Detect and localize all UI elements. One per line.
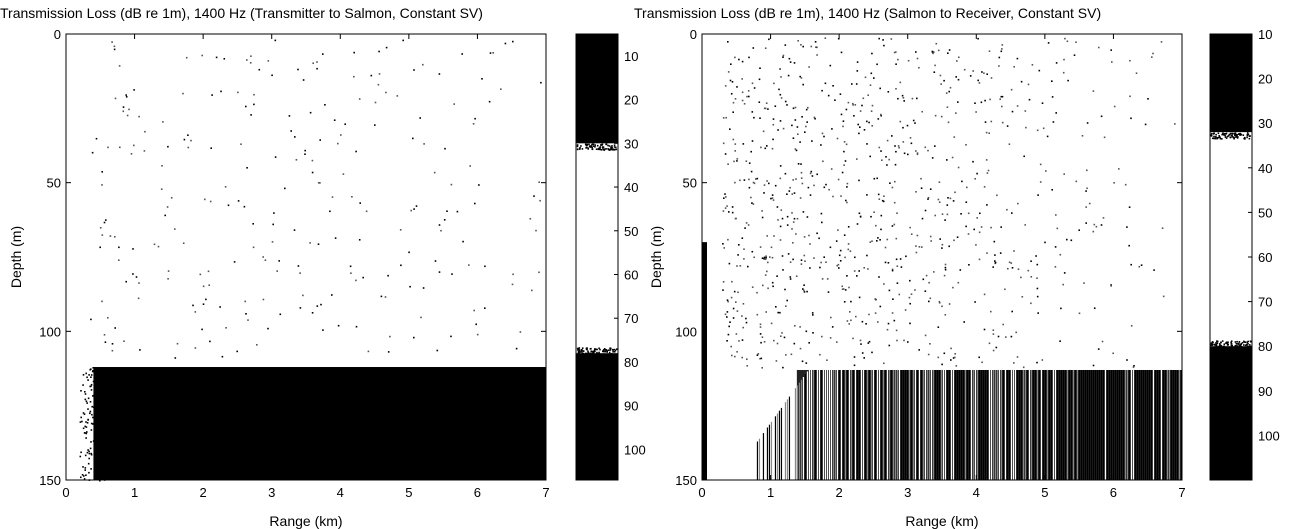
x-tick-label: 1 (767, 485, 774, 500)
right-panel: Transmission Loss (dB re 1m), 1400 Hz (S… (634, 5, 1280, 529)
y-tick-label: 50 (47, 176, 61, 191)
colorbar-tick-label: 80 (1258, 339, 1272, 354)
colorbar-tick-label: 70 (1258, 295, 1272, 310)
colorbar-frame (575, 33, 619, 481)
x-tick-label: 3 (904, 485, 911, 500)
colorbar-tick-label: 40 (1258, 161, 1272, 176)
water-region (702, 34, 1182, 370)
colorbar-tick-label: 90 (1258, 384, 1272, 399)
colorbar-dark-bottom (1210, 346, 1252, 480)
colorbar-tick-label: 80 (624, 355, 638, 370)
colorbar-tick-label: 20 (624, 93, 638, 108)
colorbar-tick-label: 20 (1258, 72, 1272, 87)
water-speckle (90, 39, 542, 359)
colorbar-tick-label: 100 (624, 442, 646, 457)
bottom-layer (702, 242, 1183, 480)
colorbar-tick-label: 60 (624, 267, 638, 282)
x-tick-label: 4 (337, 485, 344, 500)
y-tick-label: 100 (39, 324, 61, 339)
colorbar-tick-label: 10 (1258, 27, 1272, 42)
colorbar-tick-label: 70 (624, 311, 638, 326)
colorbar-tick-label: 50 (624, 224, 638, 239)
bottom-layer (79, 367, 546, 482)
left-chart-title: Transmission Loss (dB re 1m), 1400 Hz (T… (0, 5, 483, 21)
x-tick-label: 5 (405, 485, 412, 500)
colorbar-tick-label: 100 (1258, 428, 1280, 443)
colorbar-tick-label: 90 (624, 399, 638, 414)
y-tick-label: 100 (675, 324, 697, 339)
x-tick-label: 7 (542, 485, 549, 500)
x-tick-label: 1 (131, 485, 138, 500)
colorbar-tick-label: 50 (1258, 205, 1272, 220)
right-y-axis-label: Depth (m) (648, 226, 664, 288)
x-tick-label: 3 (268, 485, 275, 500)
plot-frame (65, 33, 547, 481)
right-chart-title: Transmission Loss (dB re 1m), 1400 Hz (S… (634, 5, 1101, 21)
x-tick-label: 7 (1178, 485, 1185, 500)
colorbar-tick-label: 30 (1258, 116, 1272, 131)
left-colorbar: 10 20 30 40 50 60 70 80 90 100 (575, 33, 646, 481)
y-tick-label: 0 (54, 27, 61, 42)
y-tick-label: 150 (39, 473, 61, 488)
x-tick-label: 6 (474, 485, 481, 500)
right-colorbar: 10 20 30 40 50 60 70 80 90 100 (1209, 27, 1280, 481)
left-y-axis-label: Depth (m) (8, 226, 24, 288)
x-tick-label: 2 (836, 485, 843, 500)
colorbar-tick-label: 10 (624, 49, 638, 64)
colorbar-tick-label: 40 (624, 180, 638, 195)
colorbar-dark-top (1210, 34, 1252, 133)
x-tick-label: 2 (200, 485, 207, 500)
x-tick-label: 0 (698, 485, 705, 500)
water-region (66, 34, 546, 368)
x-tick-label: 4 (973, 485, 980, 500)
colorbar-tick-label: 60 (1258, 250, 1272, 265)
y-tick-label: 0 (690, 27, 697, 42)
y-tick-label: 150 (675, 473, 697, 488)
colorbar-tick-label: 30 (624, 136, 638, 151)
colorbar-dark-top (576, 34, 618, 144)
left-x-axis-label: Range (km) (269, 513, 342, 529)
x-tick-label: 6 (1110, 485, 1117, 500)
plot-frame (701, 33, 1183, 481)
colorbar-dark-bottom (576, 353, 618, 480)
x-tick-label: 0 (62, 485, 69, 500)
water-speckle (722, 37, 1176, 369)
left-panel: Transmission Loss (dB re 1m), 1400 Hz (T… (0, 5, 646, 529)
right-plot-area: 0 1 2 3 4 5 6 7 0 50 100 150 (675, 27, 1185, 500)
y-tick-label: 50 (683, 176, 697, 191)
right-x-axis-label: Range (km) (905, 513, 978, 529)
left-plot-area: 0 1 2 3 4 5 6 7 0 50 100 150 (39, 27, 549, 500)
x-tick-label: 5 (1041, 485, 1048, 500)
